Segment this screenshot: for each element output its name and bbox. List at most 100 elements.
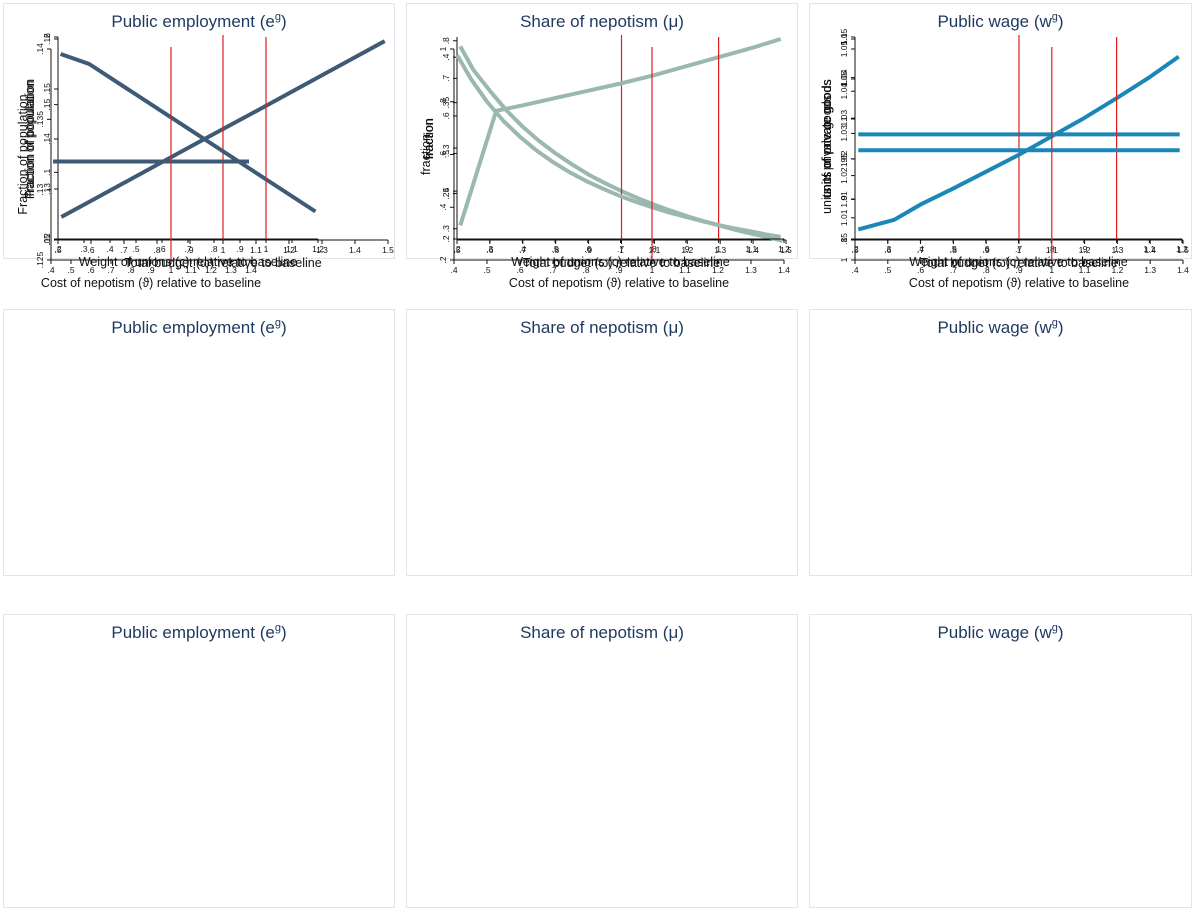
chart-panel-4: Public employment (eg) .2.3.4.5.6.7.8.9 1 1… xyxy=(3,33,395,576)
chart-svg: Share of nepotism (μ) .5 .6 .7 .8 .9 1 1.1 1 .2 1.… xyxy=(422,12,792,270)
x-tick-label: .6 xyxy=(516,265,523,275)
y-tick-label: 1.02 xyxy=(839,150,849,167)
y-tick-label: 1.05 xyxy=(839,70,849,87)
chart-svg: Share of nepotism (μ) .4 .5 .6 .7 .8 .9 1 1.1 1 .2… xyxy=(419,46,790,642)
x-tick-label: 1.2 xyxy=(205,265,217,275)
x-tick-label: 1.1 xyxy=(745,244,757,254)
x-tick-label: 1.4 xyxy=(747,245,759,255)
y-tick-label: .125 xyxy=(35,251,45,268)
chart-svg: Share of nepotism (μ) .2 .3 .4 .5 .6 .7 .8 .9 1 1.… xyxy=(422,37,790,337)
chart-svg: Public employment (eg).5.6.7.8.9 1 1.1 1.2 1… xyxy=(23,11,394,270)
x-tick-label: .3 xyxy=(486,244,493,254)
x-tick-label: .7 xyxy=(617,244,624,254)
y-tick-label: .05 xyxy=(42,234,52,246)
x-tick-label: .5 xyxy=(132,244,139,254)
x-tick-label: 1.2 xyxy=(1079,245,1091,255)
y-tick-label: .12 xyxy=(42,233,52,245)
y-tick-label: .6 xyxy=(438,151,448,158)
x-tick-label: .5 xyxy=(67,265,74,275)
x-tick-label: .5 xyxy=(483,265,490,275)
x-tick-label: .6 xyxy=(486,245,493,255)
x-tick-label: .8 xyxy=(552,245,559,255)
y-tick-label: .2 xyxy=(441,235,451,242)
y-axis-label: units of private goods xyxy=(820,80,834,199)
chart-panel-7: Public employment (eg) .4.5.6.7.8.9 1 1.1 1.… xyxy=(3,43,395,908)
y-axis-label: fraction of population xyxy=(23,80,37,196)
y-axis-label: Fraction of population xyxy=(16,94,30,214)
x-tick-label: .4 xyxy=(47,265,54,275)
chart-title: Public employment (eg) xyxy=(111,622,286,642)
x-tick-label: 1.1 xyxy=(648,245,660,255)
x-tick-label: .6 xyxy=(982,244,989,254)
y-tick-label: 1.04 xyxy=(839,69,849,86)
x-tick-label: .9 xyxy=(186,245,193,255)
x-tick-label: .9 xyxy=(682,244,689,254)
x-tick-label: 1.4 xyxy=(245,265,257,275)
y-tick-label: .9 xyxy=(839,195,849,202)
x-tick-label: .8 xyxy=(582,265,589,275)
chart-svg: Public wage (wg).2.3.4.5.6.7.8.9 1 1.1 1.2.… xyxy=(820,33,1188,337)
x-tick-label: 1 xyxy=(716,244,721,254)
chart-title: Public wage (wg) xyxy=(937,317,1063,337)
x-tick-label: 1 xyxy=(169,265,174,275)
y-tick-label: .2 xyxy=(42,33,52,40)
x-tick-label: .5 xyxy=(453,245,460,255)
x-tick-label: .9 xyxy=(1015,265,1022,275)
x-tick-label: 1 xyxy=(1017,245,1022,255)
x-tick-label: .4 xyxy=(917,244,924,254)
x-tick-label: 1.5 xyxy=(1177,245,1189,255)
x-tick-label: .8 xyxy=(983,265,990,275)
series-line xyxy=(458,37,782,226)
chart-title: Public employment (eg) xyxy=(111,317,286,337)
x-tick-label: 1 xyxy=(1049,265,1054,275)
x-axis-label: Cost of nepotism (ϑ) relative to baselin… xyxy=(41,276,261,290)
x-tick-label: .9 xyxy=(147,265,154,275)
x-tick-label: .4 xyxy=(851,265,858,275)
y-tick-label: .135 xyxy=(35,111,45,128)
y-axis-label: units of private goods xyxy=(820,79,834,198)
y-tick-label: .13 xyxy=(35,183,45,195)
chart-title: Share of nepotism (μ) xyxy=(520,12,684,31)
y-tick-label: .4 xyxy=(438,203,448,210)
y-tick-label: 1 xyxy=(839,257,849,262)
x-tick-label: .6 xyxy=(917,265,924,275)
y-tick-label: 1.03 xyxy=(839,110,849,127)
y-axis-label: fraction xyxy=(422,118,436,159)
x-tick-label: .8 xyxy=(650,244,657,254)
x-tick-label: .9 xyxy=(236,244,243,254)
x-tick-label: 1.1 xyxy=(185,265,197,275)
chart-title: Share of nepotism (μ) xyxy=(520,318,684,337)
y-tick-label: 1.02 xyxy=(839,167,849,184)
y-tick-label: .1 xyxy=(42,169,52,176)
x-tick-label: 1.5 xyxy=(780,245,792,255)
y-tick-label: .35 xyxy=(441,96,451,108)
x-tick-label: .9 xyxy=(615,265,622,275)
y-tick-label: 1.05 xyxy=(839,40,849,57)
x-tick-label: .6 xyxy=(87,245,94,255)
x-tick-label: 1 xyxy=(264,244,269,254)
y-tick-label: .15 xyxy=(42,83,52,95)
y-tick-label: .13 xyxy=(42,183,52,195)
x-tick-label: .9 xyxy=(1080,244,1087,254)
x-tick-label: .4 xyxy=(106,244,113,254)
x-tick-label: 1.2 xyxy=(1176,244,1188,254)
x-tick-label: 1.3 xyxy=(1144,265,1156,275)
y-tick-label: .8 xyxy=(441,37,451,44)
y-axis-label: fraction xyxy=(422,118,436,159)
x-tick-label: 1.3 xyxy=(745,265,757,275)
x-tick-label: .7 xyxy=(120,245,127,255)
y-tick-label: .16 xyxy=(42,33,52,45)
x-tick-label: .5 xyxy=(950,244,957,254)
y-tick-label: .4 xyxy=(441,187,451,194)
y-tick-label: .8 xyxy=(438,98,448,105)
x-tick-label: .2 xyxy=(453,244,460,254)
x-tick-label: 1 xyxy=(221,245,226,255)
x-tick-label: 1.1 xyxy=(1079,265,1091,275)
x-tick-label: 1.4 xyxy=(1177,265,1189,275)
x-tick-label: 1 xyxy=(619,245,624,255)
x-tick-label: .4 xyxy=(450,265,457,275)
y-tick-label: .14 xyxy=(35,43,45,55)
y-tick-label: 1.05 xyxy=(839,28,849,45)
series-line xyxy=(455,54,782,239)
x-tick-label: .5 xyxy=(54,245,61,255)
